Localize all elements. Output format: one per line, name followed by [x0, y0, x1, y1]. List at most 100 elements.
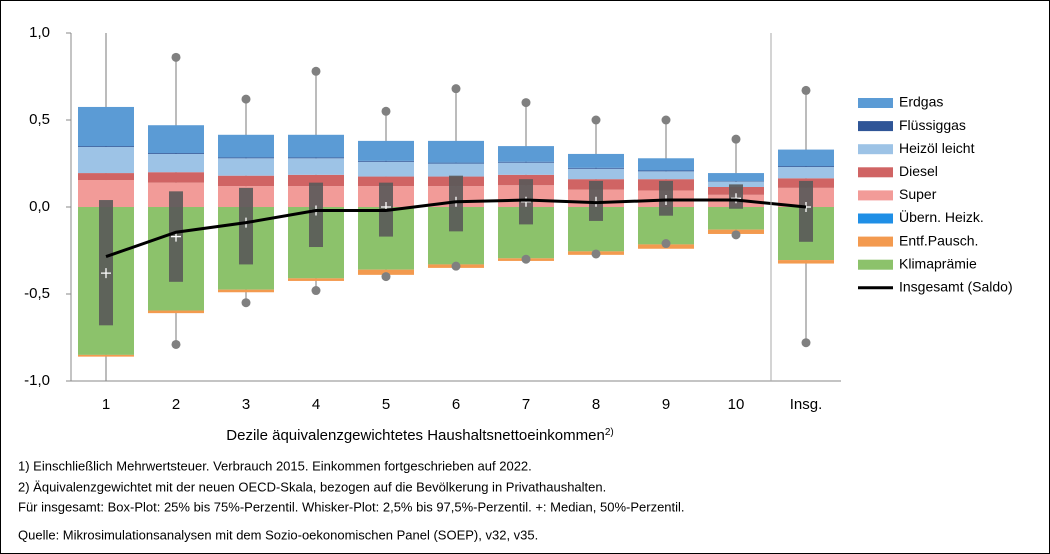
bar-segment: [148, 172, 204, 183]
whisker-end: [591, 115, 601, 125]
bar-segment: [498, 162, 554, 175]
bar-segment: [638, 158, 694, 171]
whisker-end: [591, 249, 601, 259]
bar-segment: [148, 153, 204, 154]
whisker-end: [171, 339, 181, 349]
whisker-end: [241, 94, 251, 104]
bar-segment: [288, 158, 344, 175]
box: [99, 200, 113, 326]
whisker-end: [731, 134, 741, 144]
x-tick-label: 6: [452, 396, 460, 413]
whisker-end: [451, 261, 461, 271]
y-tick-label: -1,0: [24, 372, 50, 389]
bar-segment: [288, 174, 344, 187]
legend-label: Super: [899, 186, 937, 202]
legend-label: Flüssiggas: [899, 117, 966, 133]
bar-segment: [78, 354, 134, 357]
bar-segment: [148, 153, 204, 173]
legend-label: Diesel: [899, 163, 938, 179]
bar-segment: [708, 207, 764, 230]
bar-segment: [218, 134, 274, 158]
whisker-end: [451, 84, 461, 94]
footnote: 2) Äquivalenzgewichtet mit der neuen OEC…: [18, 479, 606, 494]
bar-segment: [568, 168, 624, 180]
bar-segment: [358, 161, 414, 177]
bar-segment: [568, 167, 624, 169]
legend-swatch: [858, 236, 893, 247]
bar-segment: [358, 160, 414, 162]
legend-swatch: [858, 259, 893, 270]
whisker-end: [731, 230, 741, 240]
bar-segment: [288, 157, 344, 159]
bar-segment: [148, 310, 204, 314]
whisker-end: [801, 85, 811, 95]
bar-segment: [498, 161, 554, 163]
bar-segment: [778, 166, 834, 167]
x-tick-label: 8: [592, 396, 600, 413]
x-tick-label: Insg.: [790, 396, 823, 413]
y-tick-label: 1,0: [29, 24, 50, 41]
bar-segment: [428, 162, 484, 164]
bar-segment: [288, 278, 344, 281]
median: [521, 196, 531, 207]
bar-segment: [148, 125, 204, 154]
bar-segment: [708, 173, 764, 182]
x-axis-title-note: 2): [605, 427, 614, 438]
whisker-end: [521, 254, 531, 264]
whisker-end: [311, 66, 321, 76]
legend-swatch: [858, 98, 893, 108]
bar-segment: [78, 146, 134, 147]
legend-swatch: [858, 213, 893, 224]
x-tick-label: 4: [312, 396, 320, 413]
whisker-end: [381, 106, 391, 116]
y-tick-label: 0,0: [29, 198, 50, 215]
y-tick-label: 0,5: [29, 111, 50, 128]
bar-segment: [428, 140, 484, 163]
x-tick-label: 3: [242, 396, 250, 413]
whisker-end: [801, 338, 811, 348]
bar-segment: [778, 149, 834, 167]
legend-swatch: [858, 167, 893, 178]
whisker-end: [661, 115, 671, 125]
legend-swatch: [858, 190, 893, 201]
bar-segment: [218, 158, 274, 176]
legend-label: Übern. Heizk.: [899, 208, 984, 225]
legend-swatch: [858, 121, 893, 132]
legend-label: Erdgas: [899, 94, 943, 110]
whisker-end: [521, 98, 531, 108]
footnote: Für insgesamt: Box-Plot: 25% bis 75%-Per…: [18, 499, 685, 514]
x-tick-label: 9: [662, 396, 670, 413]
x-axis-title: Dezile äquivalenzgewichtetes Haushaltsne…: [226, 427, 613, 444]
whisker-end: [171, 52, 181, 62]
x-axis-title-text: Dezile äquivalenzgewichtetes Haushaltsne…: [226, 427, 605, 444]
footnote: 1) Einschließlich Mehrwertsteuer. Verbra…: [18, 458, 532, 473]
line-series: [105, 198, 807, 259]
bar-segment: [218, 175, 274, 187]
bar-segment: [778, 260, 834, 264]
bar-segment: [218, 157, 274, 159]
footnote: Quelle: Mikrosimulationsanalysen mit dem…: [18, 527, 538, 542]
bar-segment: [568, 153, 624, 168]
bar-segment: [638, 170, 694, 172]
bar-segment: [78, 173, 134, 181]
bar-segment: [78, 106, 134, 147]
bar-segment: [428, 163, 484, 177]
bar-segment: [358, 176, 414, 187]
bar-segment: [358, 140, 414, 161]
legend-label: Entf.Pausch.: [899, 232, 978, 248]
x-tick-label: 10: [728, 396, 745, 413]
bar-segment: [498, 146, 554, 162]
bar-segment: [288, 134, 344, 158]
legend-label: Klimaprämie: [899, 255, 977, 271]
bar-segment: [638, 171, 694, 180]
median: [101, 268, 111, 279]
x-tick-label: 2: [172, 396, 180, 413]
x-tick-label: 5: [382, 396, 390, 413]
whisker-end: [241, 298, 251, 308]
bar-segment: [778, 166, 834, 179]
whisker-end: [661, 239, 671, 249]
bar-segment: [708, 181, 764, 182]
x-tick-label: 7: [522, 396, 530, 413]
legend-swatch: [858, 144, 893, 155]
